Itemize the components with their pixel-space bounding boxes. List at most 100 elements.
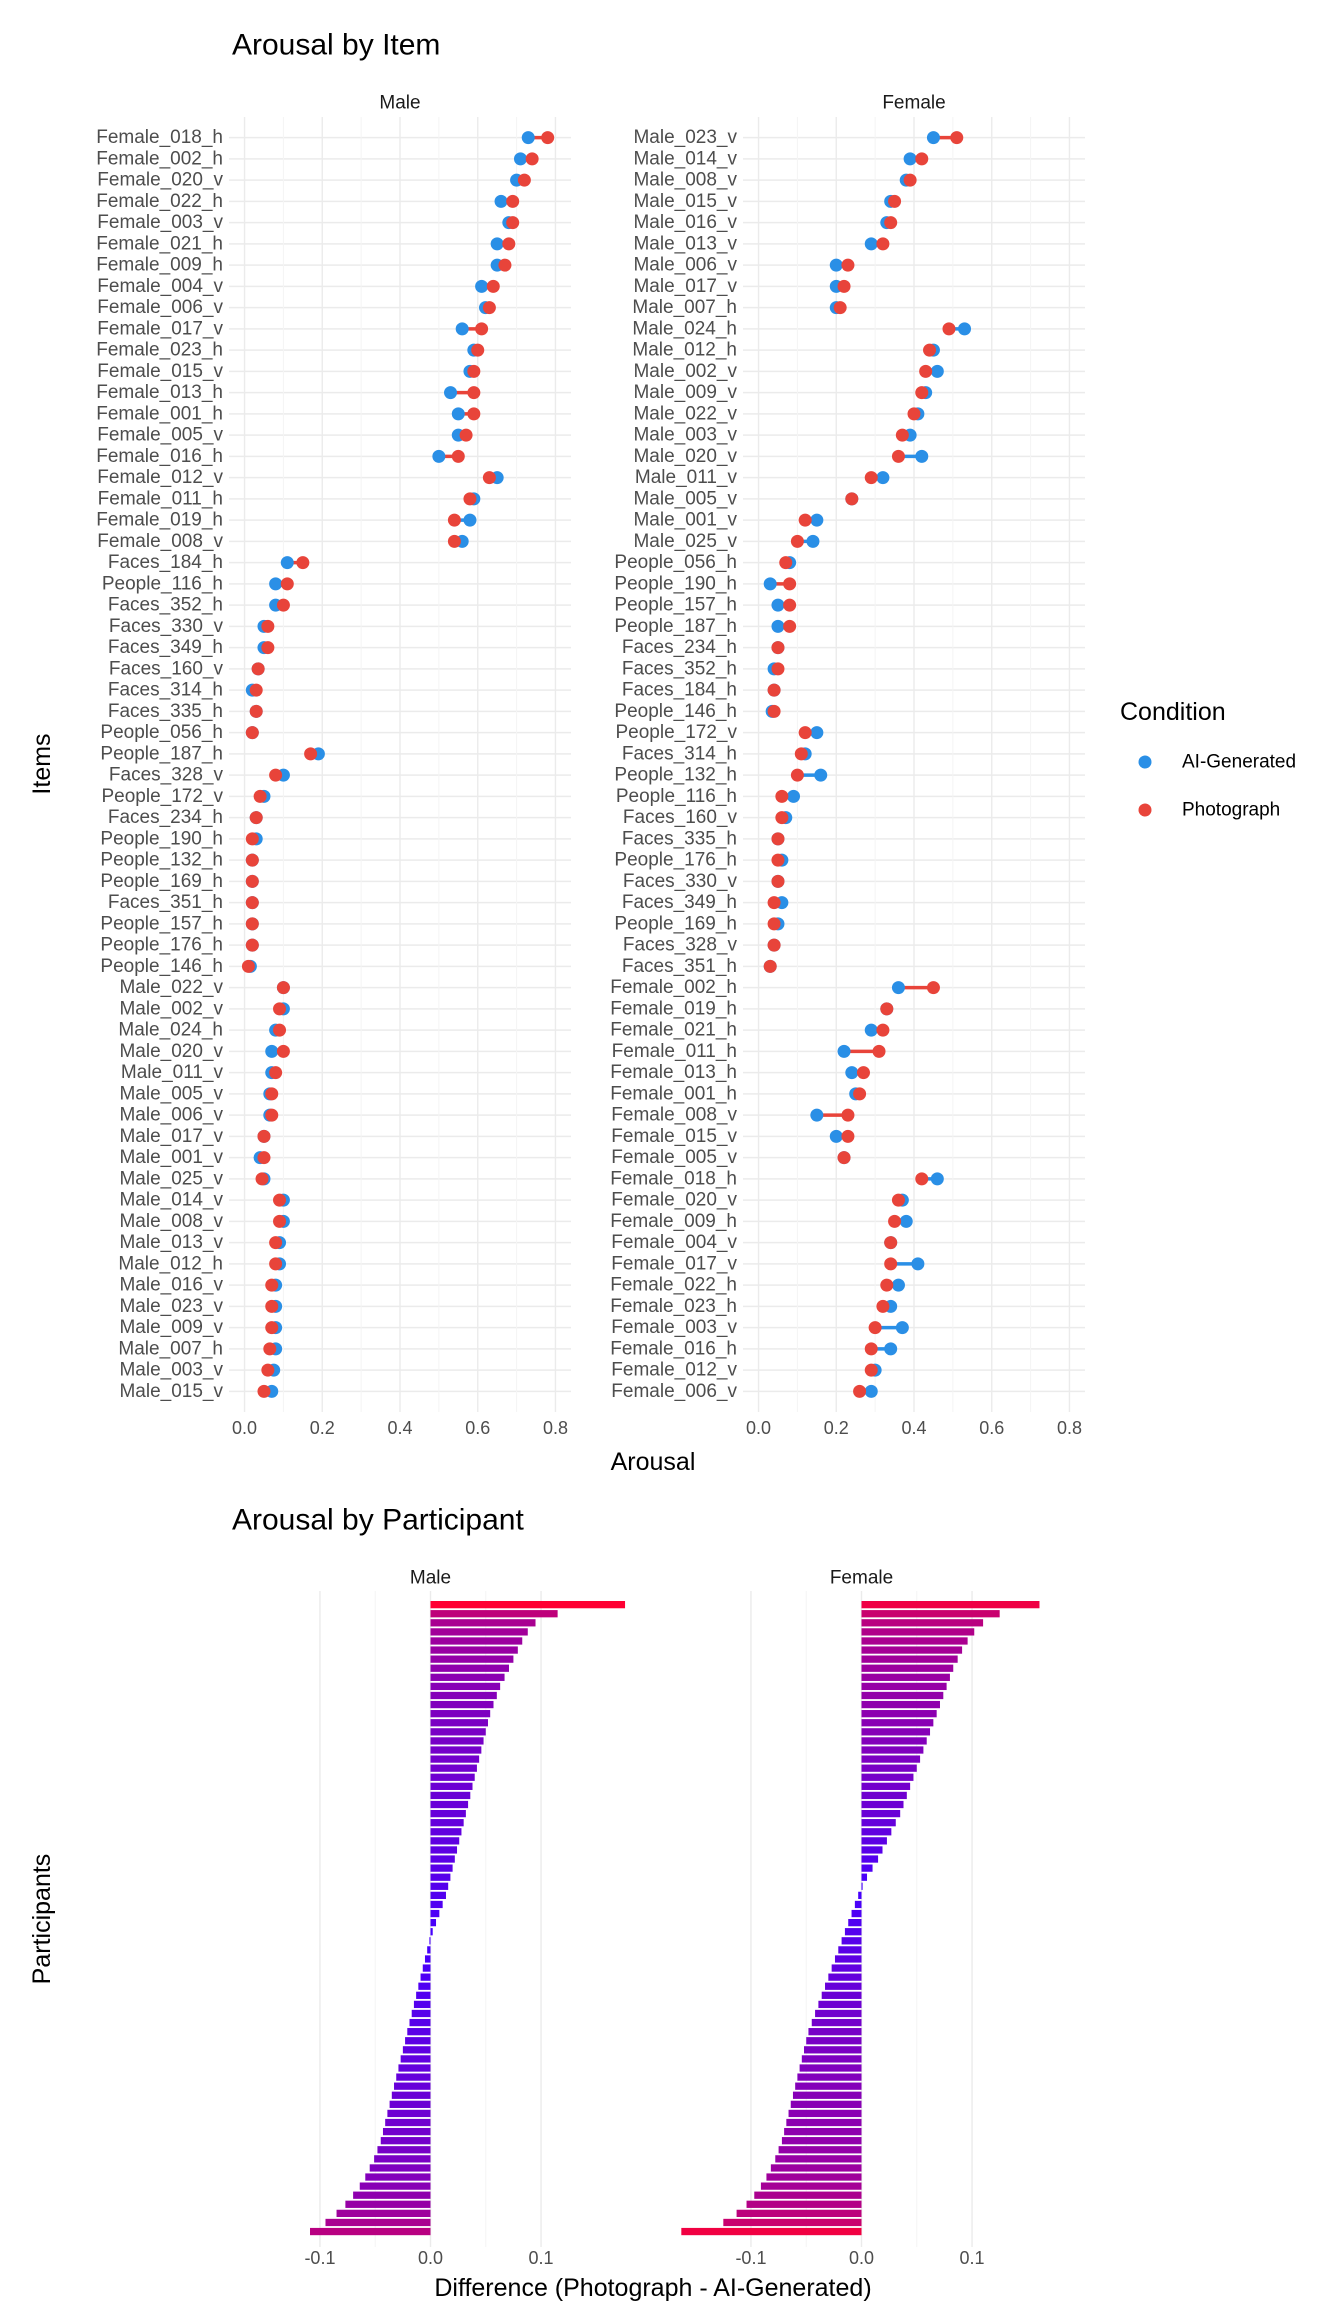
bar (795, 2082, 862, 2090)
ai-dot (930, 1172, 944, 1186)
y-tick-label: Female_004_v (611, 1232, 737, 1253)
photo-dot (265, 1278, 279, 1292)
bar (430, 1655, 514, 1663)
bar (345, 2200, 431, 2208)
ai-dot (280, 556, 294, 570)
bar (861, 1655, 958, 1663)
y-tick-label: People_190_h (100, 828, 223, 849)
bar (389, 2100, 431, 2108)
bar (861, 1855, 879, 1863)
photo-dot (891, 449, 905, 463)
photo-dot (471, 343, 485, 357)
bar (861, 1682, 947, 1691)
y-tick-label: People_187_h (614, 616, 737, 637)
bar (409, 2018, 431, 2027)
photo-dot (837, 279, 851, 293)
ai-dot (810, 1108, 824, 1122)
bar (861, 1846, 883, 1854)
bar (353, 2191, 431, 2199)
x-tick-label: 0.0 (232, 1418, 257, 1438)
y-axis-title: Participants (28, 1854, 56, 1985)
bar (430, 1700, 494, 1709)
y-tick-label: Female_001_h (610, 1083, 737, 1104)
bar (784, 2127, 862, 2136)
y-tick-label: Female_009_h (610, 1211, 737, 1232)
x-tick-label: 0.6 (465, 1418, 490, 1438)
y-tick-label: Faces_351_h (108, 892, 223, 913)
photo-dot (276, 981, 290, 995)
photo-dot (269, 1257, 283, 1271)
bar (861, 1773, 914, 1781)
bar (778, 2146, 862, 2154)
photo-dot (907, 407, 921, 421)
bar (336, 2209, 431, 2218)
y-tick-label: Faces_234_h (622, 637, 737, 658)
y-tick-label: Female_017_v (97, 318, 223, 339)
y-tick-label: People_169_h (614, 913, 737, 934)
photo-dot (841, 258, 855, 272)
y-tick-label: People_116_h (616, 786, 737, 807)
y-tick-label: Male_022_v (633, 403, 737, 424)
photo-dot (884, 1257, 898, 1271)
y-tick-label: People_190_h (614, 573, 737, 594)
y-tick-label: People_146_h (100, 956, 223, 977)
y-tick-label: Female_004_v (97, 276, 223, 297)
photo-dot (876, 1299, 890, 1313)
bar (411, 2009, 431, 2018)
bar (858, 1891, 862, 1900)
x-tick-label: 0.1 (960, 2248, 985, 2268)
y-tick-label: Female_002_h (610, 977, 737, 998)
bar (430, 1673, 505, 1681)
y-tick-label: Female_006_v (97, 297, 223, 318)
y-tick-label: Faces_335_h (108, 701, 223, 722)
y-tick-label: Male_014_v (119, 1190, 223, 1211)
y-tick-label: People_132_h (100, 850, 223, 871)
bar (380, 2137, 431, 2145)
photo-dot (798, 726, 812, 740)
photo-dot (263, 1342, 277, 1356)
bar (430, 1601, 626, 1609)
photo-dot (257, 1384, 271, 1398)
bar (808, 2028, 862, 2036)
legend-title: Condition (1120, 698, 1226, 726)
bar (418, 1982, 431, 1990)
y-tick-label: Female_013_h (610, 1062, 737, 1083)
photo-dot (273, 1023, 287, 1037)
bar (391, 2091, 431, 2099)
y-tick-label: Female_022_h (610, 1275, 737, 1296)
y-tick-label: Male_025_v (633, 531, 737, 552)
bar (430, 1928, 433, 1936)
photo-dot (249, 811, 263, 825)
y-tick-label: Female_009_h (96, 255, 223, 276)
ai-dot (891, 1278, 905, 1292)
bar (430, 1873, 451, 1881)
y-tick-label: Faces_184_h (108, 552, 223, 573)
bar (430, 1800, 469, 1809)
y-tick-label: Faces_314_h (622, 743, 737, 764)
ai-dot (771, 598, 785, 612)
y-tick-label: Male_006_v (633, 255, 737, 276)
photo-dot (451, 449, 465, 463)
photo-dot (876, 237, 890, 251)
photo-dot (853, 1384, 867, 1398)
y-tick-label: Female_008_v (97, 531, 223, 552)
photo-dot (245, 853, 259, 867)
bar (325, 2218, 431, 2227)
y-tick-label: Female_022_h (96, 191, 223, 212)
photo-dot (884, 216, 898, 230)
x-tick-label: -0.1 (735, 2248, 766, 2268)
photo-dot (482, 301, 496, 315)
y-tick-label: Male_015_v (119, 1381, 223, 1402)
y-tick-label: Male_001_v (633, 510, 737, 531)
photo-dot (775, 811, 789, 825)
bar (427, 1946, 431, 1954)
bar (861, 1873, 868, 1881)
photo-dot (506, 216, 520, 230)
bar (400, 2055, 431, 2063)
y-tick-label: Male_024_h (632, 318, 737, 339)
photo-dot (269, 768, 283, 782)
photo-dot (273, 1214, 287, 1228)
y-tick-label: Female_003_v (611, 1317, 737, 1338)
bar (405, 2037, 431, 2045)
photo-dot (841, 1129, 855, 1143)
